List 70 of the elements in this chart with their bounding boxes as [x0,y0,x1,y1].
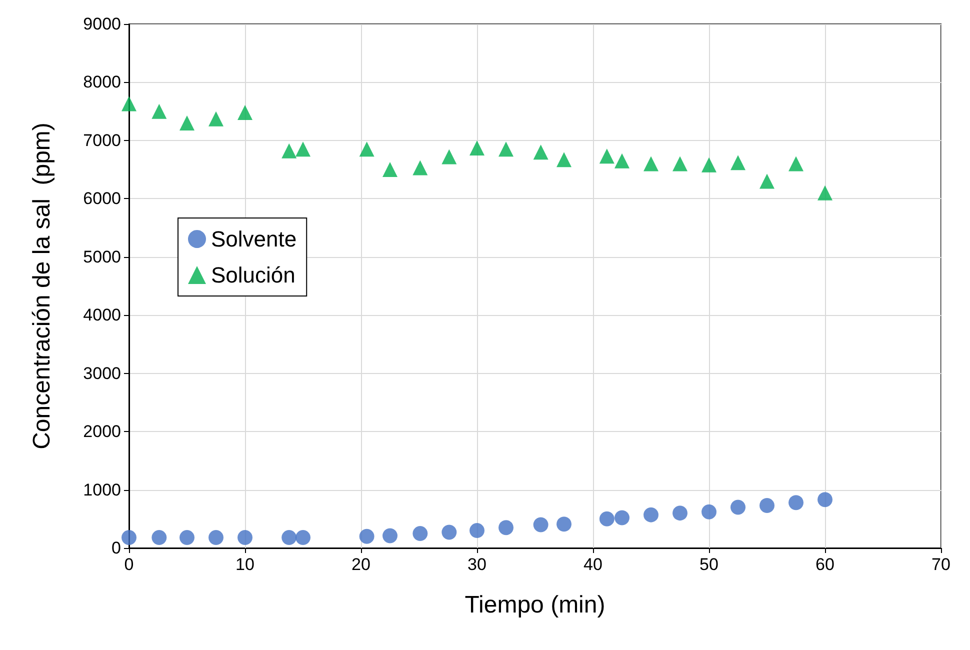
point [238,105,252,120]
point [672,506,688,521]
x-tick-label: 0 [124,555,134,574]
y-tick-label: 3000 [83,364,121,383]
point [442,524,457,540]
point [788,156,804,172]
point [730,500,746,515]
point [382,528,398,544]
point [152,104,167,119]
point [788,495,804,510]
point [614,510,630,526]
point [412,526,428,541]
point [238,530,252,546]
point [730,155,746,170]
point [412,160,428,176]
x-tick-label: 40 [584,555,602,574]
point [818,492,832,508]
point [382,162,398,178]
point [760,174,774,189]
point [614,153,630,168]
legend-label: Solvente [211,226,297,252]
point [442,149,457,164]
point [122,96,136,112]
x-tick-label: 70 [932,555,950,574]
point [599,511,614,526]
point [296,530,310,546]
point [359,528,374,544]
x-axis-title: Tiempo (min) [464,592,606,618]
point [498,142,514,157]
point [180,530,194,546]
point [533,144,548,160]
point [296,142,310,157]
x-tick-label: 60 [816,555,834,574]
y-tick-label: 1000 [83,480,121,500]
point [152,530,167,546]
y-tick-label: 7000 [83,130,121,150]
point [208,530,224,546]
point [180,115,194,130]
point [359,142,374,157]
y-tick-label: 4000 [83,306,121,325]
point [498,520,514,536]
point [599,148,614,164]
y-axis-title: Concentración de la sal (ppm) [28,122,56,450]
point [470,523,484,538]
legend-label: Solución [211,262,296,288]
point [672,156,688,172]
point [702,504,716,520]
y-tick-label: 0 [112,538,121,558]
point [208,111,224,126]
y-tick-label: 6000 [83,189,121,208]
point [760,498,774,513]
x-tick-label: 30 [468,555,486,574]
y-tick-label: 8000 [83,72,121,92]
x-tick-label: 50 [700,555,718,574]
y-tick-label: 9000 [83,14,121,34]
x-tick-label: 10 [236,555,254,574]
point [282,143,297,158]
y-tick-label: 5000 [83,247,121,266]
point [556,516,572,532]
point [556,152,572,168]
point [122,530,136,546]
point [533,517,548,532]
point [644,507,658,522]
point [702,157,716,172]
y-tick-label: 2000 [83,422,121,442]
point [282,530,297,546]
x-tick-label: 20 [352,555,370,574]
point [470,140,484,156]
point [644,156,658,172]
point [818,185,832,200]
